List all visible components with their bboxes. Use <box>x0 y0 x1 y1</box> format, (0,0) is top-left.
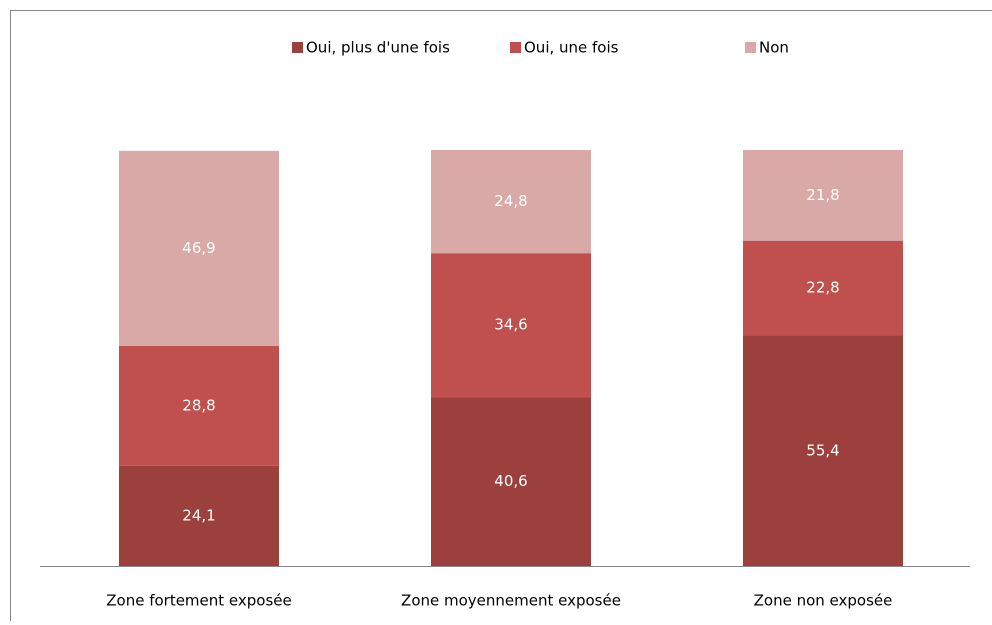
data-label: 24,1 <box>182 506 215 524</box>
data-label: 34,6 <box>494 316 527 334</box>
x-tick-label: Zone moyennement exposée <box>401 592 621 610</box>
data-label: 55,4 <box>806 441 839 459</box>
x-tick-label: Zone non exposée <box>754 592 893 610</box>
data-label: 22,8 <box>806 279 839 297</box>
data-label: 40,6 <box>494 472 527 490</box>
legend-swatch <box>292 42 303 53</box>
legend-label: Oui, une fois <box>524 39 619 57</box>
legend-label: Oui, plus d'une fois <box>306 39 450 57</box>
legend-label: Non <box>759 39 789 57</box>
x-tick-label: Zone fortement exposée <box>106 592 292 610</box>
data-label: 28,8 <box>182 396 215 414</box>
legend-swatch <box>745 42 756 53</box>
legend-swatch <box>510 42 521 53</box>
data-label: 24,8 <box>494 192 527 210</box>
data-label: 46,9 <box>182 239 215 257</box>
data-label: 21,8 <box>806 186 839 204</box>
